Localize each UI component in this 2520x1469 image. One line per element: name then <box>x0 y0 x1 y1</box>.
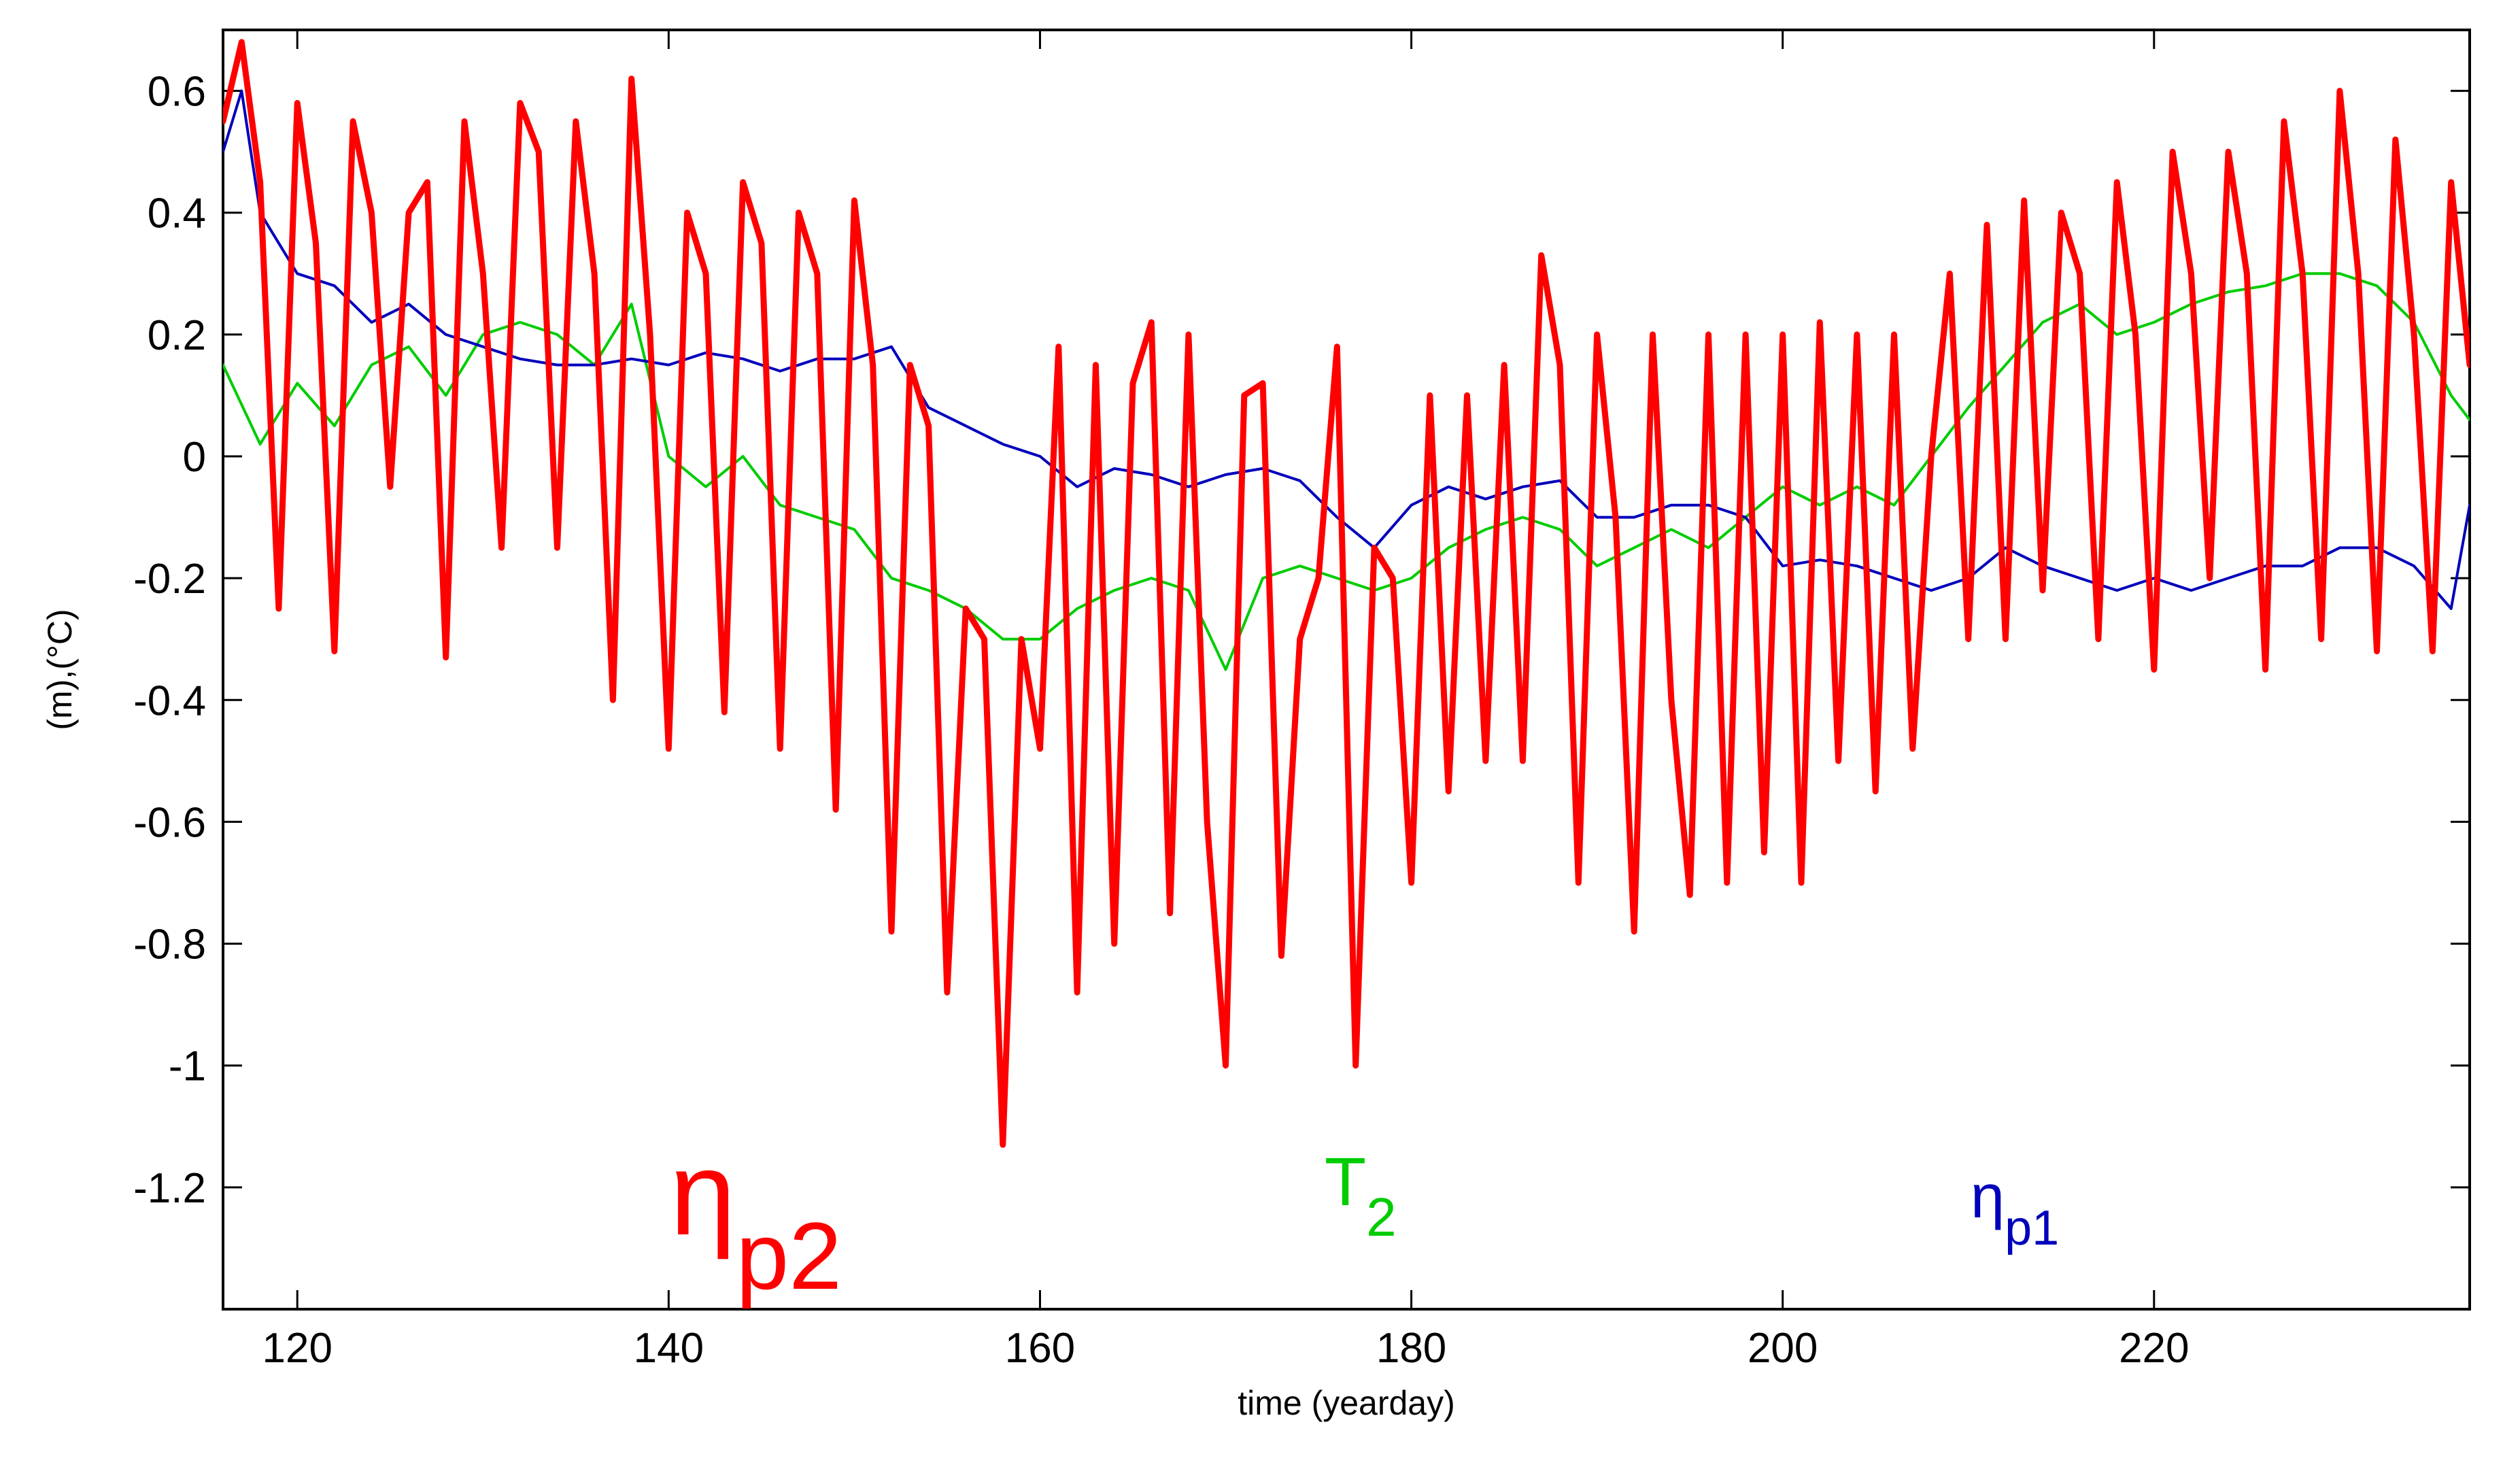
series-label-sub: p2 <box>736 1202 842 1309</box>
y-tick-labels: 0.6 0.4 0.2 0 -0.2 -0.4 -0.6 -0.8 -1 -1.2 <box>133 69 206 1212</box>
series-label-eta-p1: ηp1 <box>1971 1163 2059 1255</box>
y-tick-label: -0.6 <box>133 799 206 846</box>
y-tick-label: 0.6 <box>148 69 206 116</box>
series-label-main: T <box>1325 1144 1366 1220</box>
x-tick-label: 120 <box>262 1325 332 1372</box>
series-line-eta-p2 <box>223 39 2470 1148</box>
y-tick-label: -0.2 <box>133 556 206 603</box>
y-tick-label: -0.4 <box>133 677 206 724</box>
x-tick-label: 160 <box>1005 1325 1075 1372</box>
series-layer <box>223 39 2470 1148</box>
x-tick-label: 140 <box>634 1325 704 1372</box>
series-label-main: η <box>1971 1163 2005 1231</box>
x-axis-label: time (yearday) <box>1238 1384 1455 1422</box>
tick-marks <box>223 30 2470 1309</box>
x-tick-label: 180 <box>1376 1325 1446 1372</box>
y-tick-label: -1 <box>169 1043 206 1090</box>
y-tick-label: 0.2 <box>148 312 206 359</box>
series-label-sub: 2 <box>1366 1187 1397 1247</box>
y-tick-label: -1.2 <box>133 1165 206 1212</box>
x-tick-labels: 120 140 160 180 200 220 <box>262 1325 2189 1372</box>
series-label-T2: T2 <box>1325 1144 1397 1247</box>
x-tick-label: 200 <box>1748 1325 1818 1372</box>
y-axis-label: (m),(°C) <box>41 609 79 730</box>
series-label-main: η <box>670 1128 736 1260</box>
series-label-sub: p1 <box>2005 1201 2059 1255</box>
y-tick-label: 0 <box>183 434 206 481</box>
x-tick-label: 220 <box>2119 1325 2189 1372</box>
y-tick-label: 0.4 <box>148 190 206 237</box>
series-label-eta-p2: ηp2 <box>670 1128 842 1309</box>
y-tick-label: -0.8 <box>133 922 206 968</box>
series-line-eta-p1 <box>223 89 2470 610</box>
